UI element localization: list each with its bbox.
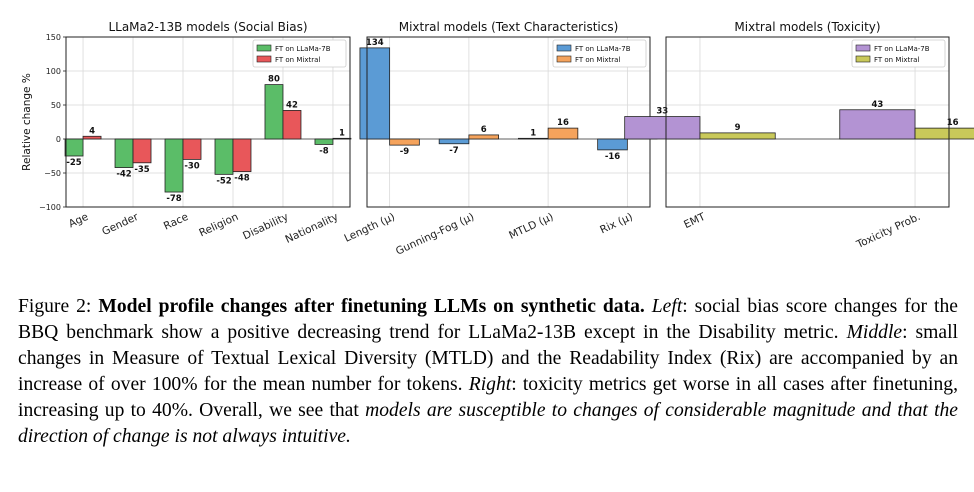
data-label: 6 [481, 125, 487, 135]
x-tick-label: Age [67, 211, 90, 230]
x-tick-label: Length (μ) [342, 211, 396, 245]
data-label: -25 [66, 158, 81, 168]
legend-label: FT on Mixtral [874, 56, 919, 64]
caption-left-word: Left [651, 296, 683, 317]
bar [468, 134, 499, 140]
y-tick-label: 50 [51, 101, 61, 110]
caption-text-2: : small changes in Measure of Textual Le… [18, 322, 958, 395]
bar [438, 138, 470, 145]
data-label: -78 [166, 194, 181, 204]
x-tick-label: Disability [241, 211, 290, 242]
bar [282, 110, 302, 140]
panel-frame-0 [65, 36, 351, 208]
bar [114, 138, 134, 168]
x-tick-label: Nationality [283, 211, 340, 246]
legend-swatch [855, 44, 871, 52]
legend-label: FT on LLaMa-7B [575, 45, 631, 53]
bar [164, 138, 184, 193]
bar [132, 138, 152, 164]
data-label: -35 [134, 165, 149, 175]
legend-swatch [256, 55, 272, 63]
data-label: 134 [366, 38, 384, 48]
y-tick-label: 100 [46, 67, 61, 76]
data-label: 1 [339, 128, 345, 138]
x-tick-label: MTLD (μ) [507, 211, 555, 242]
x-tick-label: Gender [100, 211, 141, 239]
legend-box [252, 39, 347, 68]
data-label: 1 [530, 128, 536, 138]
bar [232, 138, 252, 173]
bar [82, 135, 102, 140]
data-label: 80 [268, 75, 280, 85]
caption-middle-word: Middle [846, 322, 903, 343]
y-tick-label: 0 [56, 135, 61, 144]
bar [182, 138, 202, 160]
data-label: -9 [400, 147, 410, 157]
data-label: -16 [605, 152, 620, 162]
caption-bold-title: Model profile changes after finetuning L… [98, 296, 645, 317]
x-tick-label: Gunning-Fog (μ) [394, 211, 476, 258]
data-label: 16 [947, 118, 959, 128]
data-label: 16 [557, 118, 569, 128]
bar [914, 127, 974, 140]
x-tick-label: Religion [197, 211, 240, 240]
legend-label: FT on Mixtral [575, 56, 620, 64]
x-tick-label: EMT [682, 211, 708, 231]
bar [699, 132, 776, 140]
legend-box [552, 39, 647, 68]
panel-frame-2 [665, 36, 950, 208]
bar [389, 138, 420, 146]
bar [547, 127, 579, 140]
y-tick-label: −50 [44, 169, 61, 178]
caption-label: Figure 2: [18, 296, 92, 317]
data-label: -8 [319, 146, 329, 156]
caption-right-word: Right [468, 374, 512, 395]
figure-caption: Figure 2: Model profile changes after fi… [18, 294, 958, 450]
bar [64, 138, 84, 157]
data-label: 43 [871, 100, 883, 110]
bar [597, 138, 628, 151]
data-label: -7 [449, 146, 459, 156]
data-label: -52 [216, 176, 231, 186]
data-label: 33 [656, 107, 668, 117]
bar [314, 138, 334, 145]
y-tick-label: 150 [46, 33, 61, 42]
bar [839, 109, 916, 140]
x-tick-label: Toxicity Prob. [854, 211, 922, 251]
data-label: -48 [234, 174, 249, 184]
data-label: -42 [116, 170, 131, 180]
legend-swatch [855, 55, 871, 63]
bar [518, 137, 549, 140]
x-tick-label: Rix (μ) [598, 211, 634, 237]
bar [214, 138, 234, 175]
panel-title: LLaMa2-13B models (Social Bias) [108, 20, 307, 34]
data-label: 4 [89, 126, 95, 136]
bar [264, 84, 284, 140]
legend-box [851, 39, 946, 68]
data-label: -30 [184, 161, 199, 171]
legend-swatch [256, 44, 272, 52]
caption-text-3: : toxicity metrics get worse in all case… [18, 374, 958, 421]
legend-swatch [556, 55, 572, 63]
bar [332, 137, 352, 140]
legend-swatch [556, 44, 572, 52]
caption-text-1: : social bias score changes for the BBQ … [18, 296, 958, 343]
legend-label: FT on LLaMa-7B [874, 45, 930, 53]
caption-italic-conclusion: models are susceptible to changes of con… [18, 400, 959, 447]
bar [624, 116, 701, 140]
data-label: 9 [735, 123, 741, 133]
y-tick-label: −100 [39, 203, 61, 212]
figure-charts: -25 4 Age -42 -35 Gender -78 -30 Race -52 -48 Relig… [21, 20, 974, 258]
panel-title: Mixtral models (Text Characteristics) [399, 20, 619, 34]
legend-label: FT on LLaMa-7B [275, 45, 331, 53]
legend-label: FT on Mixtral [275, 56, 320, 64]
panel-title: Mixtral models (Toxicity) [734, 20, 880, 34]
data-label: 42 [286, 100, 298, 110]
y-axis-label: Relative change % [21, 73, 33, 171]
x-tick-label: Race [162, 211, 190, 233]
bar [359, 47, 391, 140]
